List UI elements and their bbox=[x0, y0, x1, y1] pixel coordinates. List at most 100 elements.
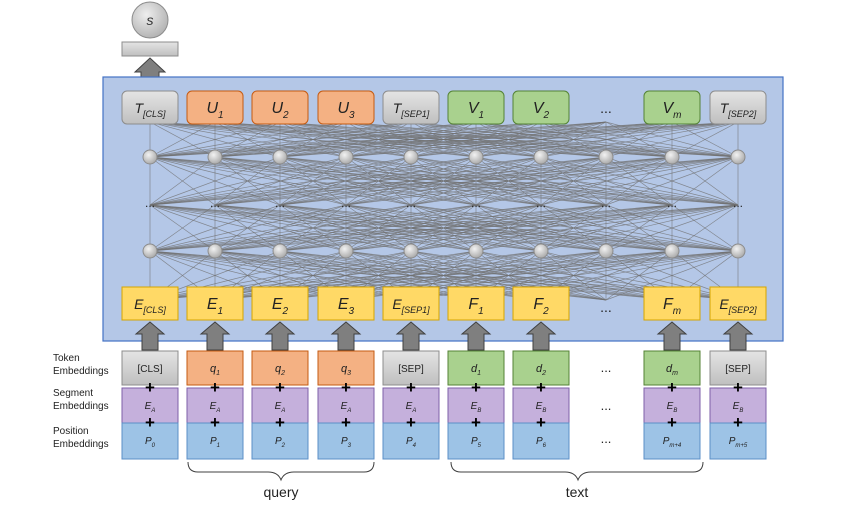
position-embedding-label-0: P0 bbox=[145, 436, 156, 449]
embedding-label-9-subscript: [SEP2] bbox=[728, 305, 758, 315]
output-token-ellipsis: ... bbox=[600, 100, 612, 116]
segment-embedding-3 bbox=[317, 387, 375, 424]
embedding-label-6: F2 bbox=[533, 296, 549, 317]
input-arrow bbox=[525, 321, 557, 351]
hidden-ellipsis: ... bbox=[145, 196, 155, 210]
plus-sign: + bbox=[536, 378, 546, 397]
hidden-ellipsis: ... bbox=[210, 196, 220, 210]
input-ellipsis: ... bbox=[601, 360, 612, 375]
connection-line bbox=[149, 156, 673, 206]
segment-embedding-label-5-subscript: B bbox=[477, 408, 481, 414]
hidden-node bbox=[598, 149, 614, 165]
connection-line bbox=[214, 121, 739, 158]
hidden-node bbox=[598, 243, 614, 259]
position-embedding-4 bbox=[382, 422, 440, 460]
segment-embedding-4 bbox=[382, 387, 440, 424]
plus-sign: + bbox=[275, 378, 285, 397]
output-token-label-5-base: V bbox=[468, 100, 480, 117]
hidden-node bbox=[533, 243, 549, 259]
position-embedding-label-5-subscript: 5 bbox=[478, 443, 482, 449]
embedding-label-4: E[SEP1] bbox=[392, 296, 430, 315]
position-embedding-label-3: P3 bbox=[341, 436, 352, 449]
embedding-2 bbox=[251, 286, 309, 321]
connection-line bbox=[475, 121, 739, 158]
attention-connections bbox=[149, 121, 739, 301]
connection-line bbox=[410, 204, 739, 252]
hidden-ellipsis: ... bbox=[667, 196, 677, 210]
row-labels: Token Embeddings Segment Embeddings Position… bbox=[53, 353, 109, 450]
position-embedding-label-2-base: P bbox=[275, 436, 282, 447]
plus-sign: + bbox=[210, 413, 220, 432]
plus-sign: + bbox=[733, 378, 743, 397]
segment-embedding-label-4-base: E bbox=[406, 401, 413, 412]
hidden-node bbox=[338, 149, 354, 165]
position-embedding-label-2: P2 bbox=[275, 436, 286, 449]
output-token-label-0-subscript: [CLS] bbox=[142, 109, 166, 119]
connection-line bbox=[149, 204, 673, 252]
output-token-8 bbox=[643, 90, 701, 125]
connection-line bbox=[540, 250, 739, 301]
connection-line bbox=[605, 156, 739, 206]
output-token-label-2-base: U bbox=[271, 100, 283, 117]
embedding-label-6-subscript: 2 bbox=[542, 306, 549, 317]
connection-line bbox=[149, 121, 477, 158]
hidden-ellipsis: ... bbox=[471, 196, 481, 210]
position-embedding-label-6-subscript: 6 bbox=[543, 443, 547, 449]
segment-embedding-label-1-base: E bbox=[210, 401, 217, 412]
hidden-node bbox=[468, 149, 484, 165]
hidden-ellipsis: ... bbox=[275, 196, 285, 210]
embedding-label-2: E2 bbox=[272, 296, 289, 317]
embedding-1 bbox=[186, 286, 244, 321]
hidden-nodes bbox=[142, 149, 746, 259]
segment-embedding-label-2: EA bbox=[275, 401, 286, 414]
output-token-label-1: U1 bbox=[206, 100, 223, 121]
input-arrow bbox=[264, 321, 296, 351]
position-embedding-6 bbox=[512, 422, 570, 460]
connection-line bbox=[149, 156, 281, 206]
output-token-label-9-subscript: [SEP2] bbox=[727, 109, 757, 119]
output-token-label-3-base: U bbox=[337, 100, 349, 117]
position-embedding-label-8: Pm+4 bbox=[663, 436, 682, 449]
input-arrow bbox=[199, 321, 231, 351]
output-token-label-4-base: T bbox=[393, 100, 403, 116]
input-arrows bbox=[134, 321, 754, 351]
segment-embedding-label-8: EB bbox=[667, 401, 678, 414]
segment-embedding-label-8-subscript: B bbox=[673, 408, 677, 414]
plus-sign: + bbox=[471, 378, 481, 397]
embedding-label-5-base: F bbox=[468, 296, 479, 313]
connection-line bbox=[149, 156, 412, 206]
plus-sign: + bbox=[406, 378, 416, 397]
connection-line bbox=[149, 204, 281, 252]
connection-line bbox=[279, 156, 739, 206]
token-embedding-label-4-base: [SEP] bbox=[398, 364, 424, 375]
token-embedding-0 bbox=[121, 350, 179, 386]
connection-line bbox=[149, 204, 477, 252]
hidden-node bbox=[142, 243, 158, 259]
connection-line bbox=[540, 156, 739, 206]
plus-sign: + bbox=[406, 413, 416, 432]
input-arrow bbox=[395, 321, 427, 351]
position-embedding-label-9-base: P bbox=[729, 436, 736, 447]
connection-line bbox=[149, 204, 412, 252]
output-token-4 bbox=[382, 90, 440, 125]
embedding-label-8-base: F bbox=[663, 296, 674, 313]
segment-embedding-label-3-base: E bbox=[341, 401, 348, 412]
position-embedding-label-0-subscript: 0 bbox=[152, 443, 156, 449]
token-embedding-label-4: [SEP] bbox=[398, 364, 424, 375]
embedding-label-8-subscript: m bbox=[673, 306, 681, 317]
position-embedding-label-3-base: P bbox=[341, 436, 348, 447]
token-embedding-label-9: [SEP] bbox=[725, 364, 751, 375]
segment-embedding-label-1: EA bbox=[210, 401, 221, 414]
hidden-node bbox=[142, 149, 158, 165]
embedding-label-9-base: E bbox=[719, 296, 729, 312]
connection-line bbox=[149, 204, 216, 252]
plus-sign: + bbox=[145, 378, 155, 397]
connection-line bbox=[149, 204, 739, 252]
connection-line bbox=[605, 204, 739, 252]
connection-line bbox=[149, 156, 739, 206]
plus-sign: + bbox=[210, 378, 220, 397]
token-embedding-label-5-subscript: 1 bbox=[477, 370, 481, 377]
token-embedding-label-1-base: q bbox=[210, 363, 217, 375]
segment-embedding-label-9-subscript: B bbox=[739, 408, 743, 414]
